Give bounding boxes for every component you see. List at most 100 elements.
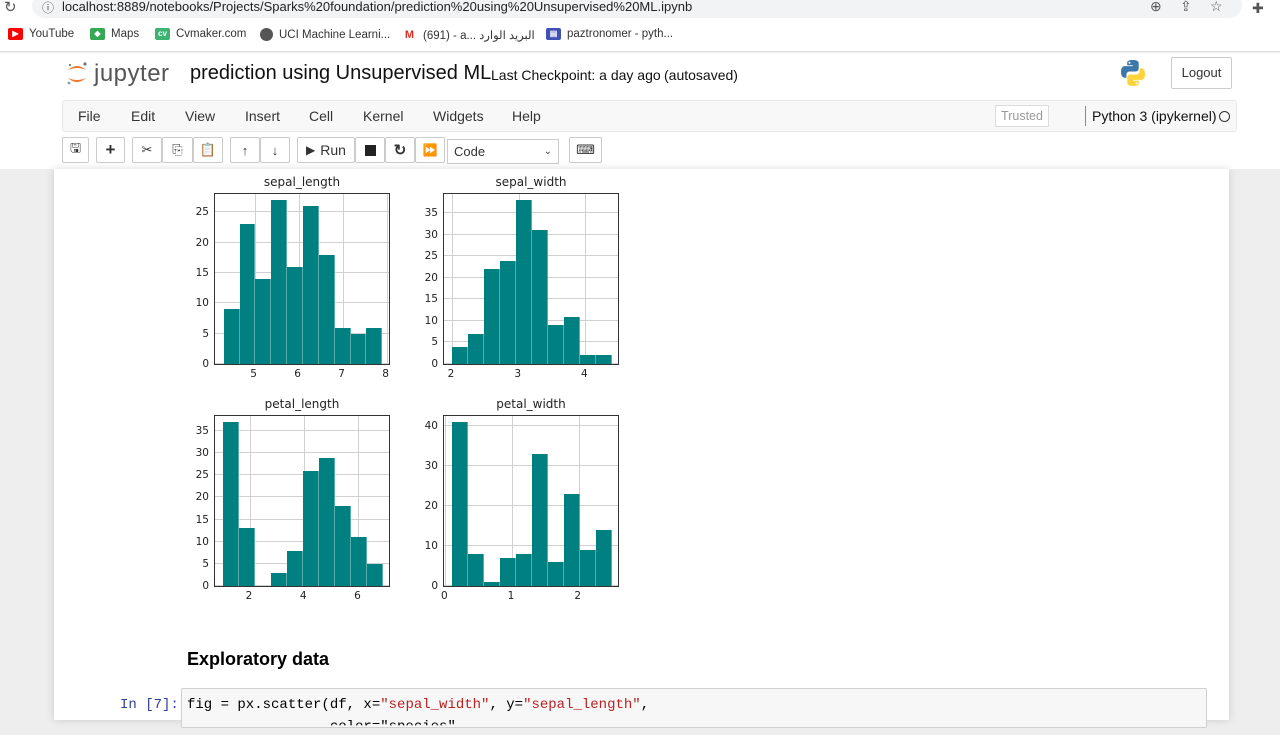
gridline [444,505,618,507]
url-bar[interactable]: ⓘ localhost:8889/notebooks/Projects/Spar… [32,0,1242,18]
y-tick-label: 25 [424,250,438,263]
histogram-bar [222,422,239,586]
share-icon[interactable]: ⇪ [1180,0,1192,14]
kernel-name[interactable]: Python 3 (ipykernel) [1092,108,1217,124]
divider [1085,106,1086,126]
menu-insert[interactable]: Insert [245,108,281,124]
y-tick-label: 10 [424,540,438,553]
menu-widgets[interactable]: Widgets [433,108,484,124]
code-string: "sepal_length" [523,697,641,713]
chart-axes [214,415,390,587]
bookmark-youtube[interactable]: ▶ YouTube [8,28,74,40]
histogram-bar [303,206,319,364]
histogram-bar [532,454,548,586]
maps-icon: ◆ [90,28,105,40]
histogram-bar [239,224,256,364]
bookmark-label: Maps [111,28,140,40]
run-button[interactable]: ▶ Run [297,137,355,163]
histogram-bar [596,530,612,586]
histogram-bar [500,558,516,586]
y-tick-label: 0 [431,358,438,370]
command-palette-button[interactable]: ⌨ [569,137,602,163]
y-tick-label: 20 [195,236,209,249]
bookmark-cvmaker[interactable]: cv Cvmaker.com [155,28,246,40]
reload-icon[interactable]: ↻ [4,0,17,16]
cell-type-select[interactable]: Code ⌄ [447,139,559,164]
chart-title: sepal_length [263,175,341,189]
x-tick-label: 8 [382,368,389,380]
chart-title: sepal_width [495,175,567,189]
gridline [249,416,251,586]
save-button[interactable]: 🖫 [62,137,89,163]
histogram-bar [548,325,564,364]
gridline [445,416,447,586]
y-tick-label: 20 [424,500,438,513]
notebook-title[interactable]: prediction using Unsupervised ML [190,62,492,84]
histogram-bar [500,260,516,364]
restart-button[interactable]: ↻ [385,137,415,163]
histogram-bar [564,316,580,364]
chart-title: petal_length [264,397,340,411]
bookmark-uci[interactable]: UCI Machine Learni... [260,28,390,41]
y-tick-label: 0 [202,580,209,592]
menu-cell[interactable]: Cell [309,108,334,124]
gridline [215,518,389,520]
code-token: , [640,697,650,713]
bookmark-maps[interactable]: ◆ Maps [90,28,139,40]
code-cell-editor[interactable]: fig = px.scatter(df, x="sepal_width", y=… [181,688,1207,728]
code-token: fig = px.scatter(df, x= [187,697,381,713]
histogram-bar [452,346,468,364]
move-up-button[interactable]: ↑ [230,137,260,163]
histogram-bar [580,355,596,364]
cut-button[interactable]: ✂ [132,137,162,163]
menu-help[interactable]: Help [512,108,541,124]
interrupt-button[interactable] [355,137,385,163]
x-tick-label: 3 [514,368,521,380]
logout-button[interactable]: Logout [1171,57,1232,89]
jupyter-logo[interactable]: jupyter [64,59,174,91]
menu-view[interactable]: View [185,108,216,124]
paste-button[interactable]: 📋 [193,137,223,163]
y-tick-label: 10 [195,535,209,548]
browser-address-row: ↻ ⓘ localhost:8889/notebooks/Projects/Sp… [0,0,1280,20]
bookmark-label: paztronomer - pyth... [567,28,674,40]
x-tick-label: 2 [245,590,253,602]
copy-button[interactable]: ⎘ [162,137,193,163]
histogram-bar [366,327,383,364]
menu-kernel[interactable]: Kernel [363,108,404,124]
restart-icon: ↻ [393,142,407,159]
youtube-icon: ▶ [8,28,23,40]
menu-file[interactable]: File [78,108,101,124]
insert-cell-button[interactable]: + [96,137,125,163]
zoom-icon[interactable]: ⊕ [1150,0,1162,14]
histogram-bar [484,582,500,586]
fast-forward-icon: ⏩ [422,143,438,157]
menu-edit[interactable]: Edit [131,108,156,124]
plus-icon: + [105,140,116,159]
x-tick-label: 4 [580,368,588,380]
extensions-icon[interactable]: ✚ [1252,0,1264,16]
gridline [444,545,618,547]
trusted-badge[interactable]: Trusted [995,105,1049,127]
url-text[interactable]: localhost:8889/notebooks/Projects/Sparks… [62,0,693,14]
y-tick-label: 20 [195,491,209,504]
y-tick-label: 20 [424,271,438,284]
chart-axes [214,193,390,365]
bookmark-star-icon[interactable]: ☆ [1210,0,1223,14]
jupyter-logo-icon [67,62,87,85]
bookmark-paztronomer[interactable]: ▤ paztronomer - pyth... [546,28,673,40]
y-tick-label: 10 [424,314,438,327]
bookmark-gmail[interactable]: M (691) - a... البريد الوارد [402,28,535,42]
y-tick-label: 5 [431,336,438,349]
site-info-icon[interactable]: ⓘ [42,1,55,15]
x-tick-label: 2 [574,590,581,602]
histogram-bar [270,572,287,586]
globe-icon [260,28,273,41]
y-tick-label: 0 [202,358,209,370]
histogram-bar [334,506,351,586]
restart-run-all-button[interactable]: ⏩ [415,137,445,163]
histogram-bar [287,266,303,364]
y-tick-label: 25 [195,206,209,219]
move-down-button[interactable]: ↓ [260,137,290,163]
bookmark-label: Cvmaker.com [176,28,247,40]
